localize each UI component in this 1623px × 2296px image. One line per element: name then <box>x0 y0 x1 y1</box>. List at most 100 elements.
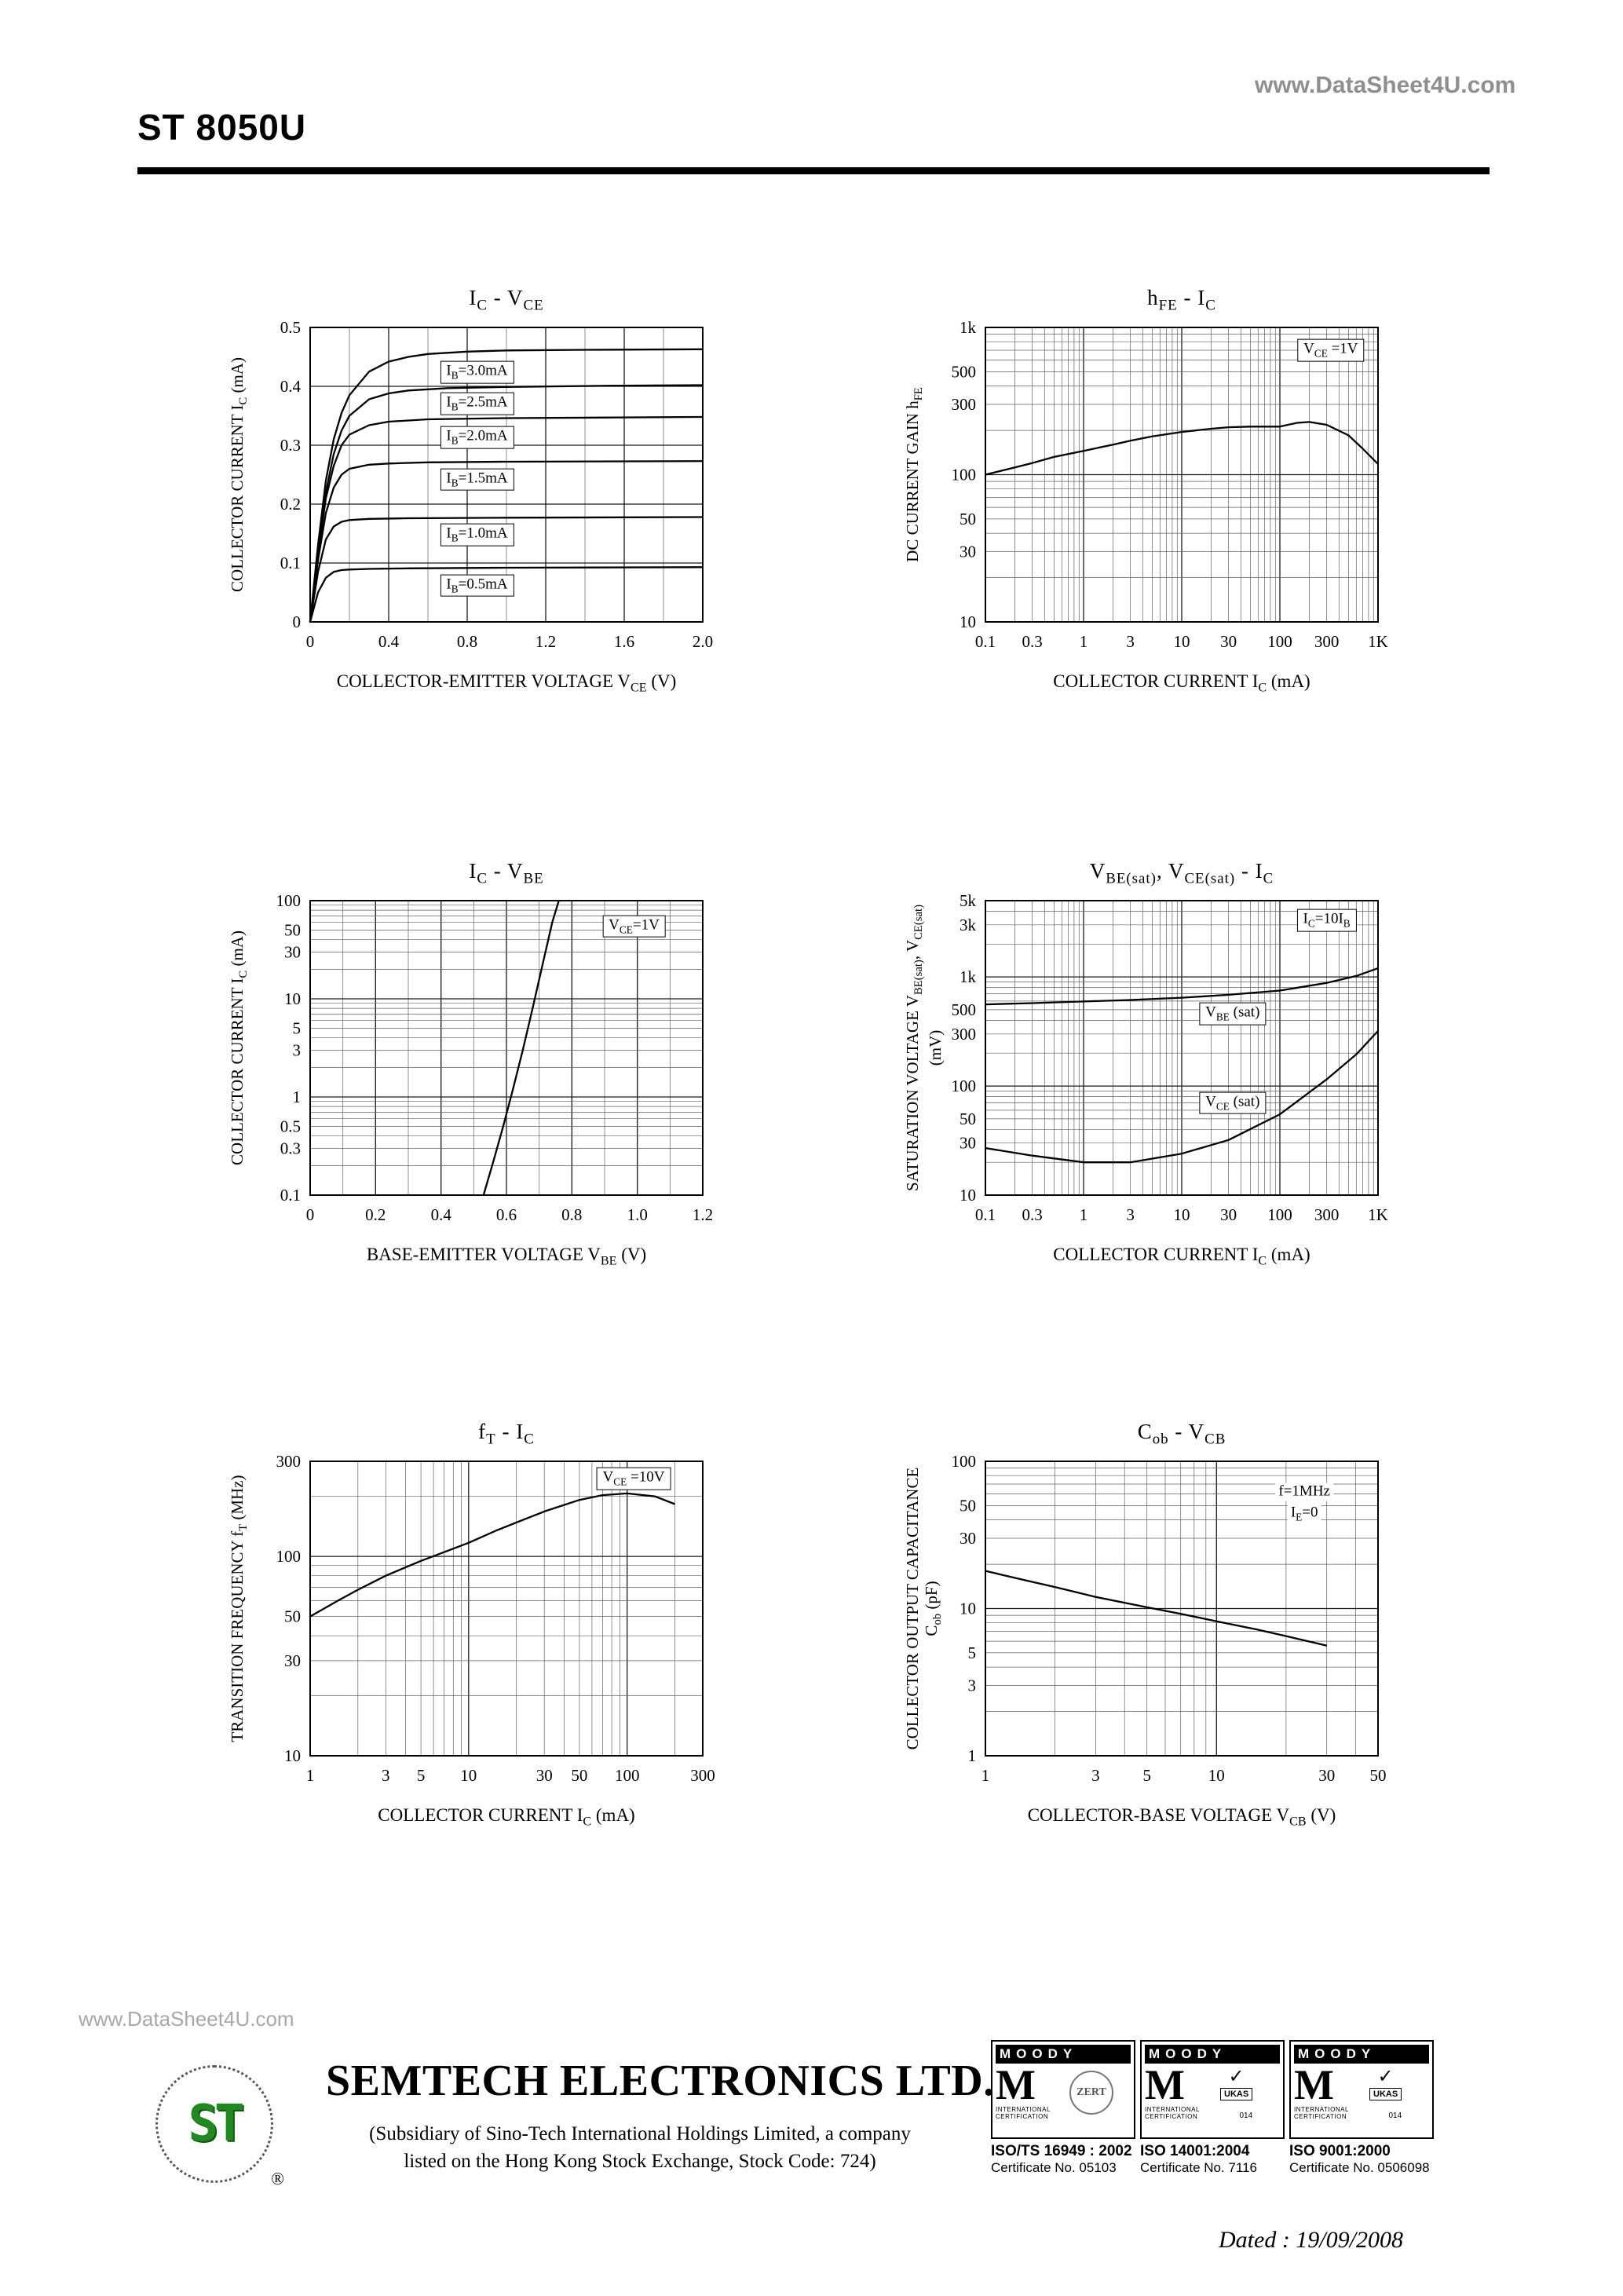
moody-subtitle: INTERNATIONAL CERTIFICATION <box>1145 2105 1200 2120</box>
y-tick-label: 50 <box>960 1110 976 1128</box>
iso-standard: ISO 14001:2004 <box>1140 2143 1250 2159</box>
y-tick-label: 0.1 <box>280 1186 301 1205</box>
iso-standard: ISO 9001:2000 <box>1289 2143 1391 2159</box>
series-curve-Cob <box>985 1570 1327 1647</box>
cert-card-iso-9001: MOODY M INTERNATIONAL CERTIFICATION ✓ UK… <box>1289 2040 1434 2176</box>
plot-frame <box>985 1461 1379 1757</box>
x-tick-label: 50 <box>1370 1766 1387 1785</box>
plot-area: 1 3 5 10 30 50 100 300 10 30 50 100 300 <box>276 1452 715 1785</box>
cert-logo-box: MOODY M INTERNATIONAL CERTIFICATION ✓ UK… <box>1140 2040 1285 2139</box>
x-axis-label: BASE-EMITTER VOLTAGE VBE (V) <box>366 1245 647 1268</box>
series-curve-IB05mA <box>309 566 704 623</box>
y-tick-label: 100 <box>952 1077 977 1095</box>
series-curve-IB10mA <box>309 516 704 623</box>
x-tick-label: 10 <box>1174 1205 1190 1224</box>
x-tick-label: 0.3 <box>1022 1205 1042 1224</box>
chart-title: fT - IC <box>478 1420 535 1448</box>
x-tick-label: 0.1 <box>975 1205 996 1224</box>
y-tick-label: 5 <box>968 1643 977 1662</box>
moody-subtitle: INTERNATIONAL CERTIFICATION <box>996 2105 1051 2120</box>
y-tick-label: 300 <box>952 395 977 414</box>
y-tick-label: 1k <box>960 967 977 986</box>
x-tick-label: 3 <box>1091 1766 1100 1785</box>
y-tick-label: 1k <box>960 318 977 337</box>
series-curve-IB15mA <box>309 460 704 623</box>
y-tick-label: 100 <box>276 1547 302 1566</box>
y-tick-label: 0.5 <box>280 318 301 337</box>
iso-standard: ISO/TS 16949 : 2002 <box>991 2143 1132 2159</box>
x-tick-label: 300 <box>1314 632 1340 651</box>
x-tick-label: 1 <box>1080 1205 1088 1224</box>
y-tick-label: 10 <box>960 1600 976 1618</box>
y-tick-label: 5k <box>960 891 977 910</box>
semtech-logo: ST ® <box>155 2065 284 2188</box>
x-tick-label: 1.6 <box>614 632 634 651</box>
y-tick-label: 100 <box>952 466 977 484</box>
x-tick-label: 300 <box>1314 1205 1340 1224</box>
chart-saturation-voltage: VBE(sat), VCE(sat) - IC SATURATION VOLTA… <box>895 850 1429 1289</box>
x-tick-label: 300 <box>690 1766 715 1785</box>
x-tick-label: 0 <box>306 1205 315 1224</box>
ukas-badge: ✓ UKAS 014 <box>1369 2067 1402 2120</box>
x-tick-label: 3 <box>382 1766 390 1785</box>
moody-monogram-icon: M <box>1145 2061 1185 2108</box>
part-number: ST 8050U <box>137 107 307 148</box>
x-tick-label: 5 <box>1142 1766 1151 1785</box>
moody-monogram-icon: M <box>1294 2061 1334 2108</box>
x-tick-label: 100 <box>1267 1205 1292 1224</box>
y-tick-label: 5 <box>293 1019 302 1038</box>
x-tick-label: 2.0 <box>693 632 713 651</box>
chart-title: hFE - IC <box>1147 286 1216 314</box>
y-tick-label: 100 <box>952 1452 977 1471</box>
y-tick-label: 3 <box>293 1040 302 1059</box>
x-tick-label: 100 <box>615 1766 640 1785</box>
certificate-number: Certificate No. 0506098 <box>1289 2160 1430 2175</box>
x-tick-label: 1 <box>1080 632 1088 651</box>
ukas-label: UKAS <box>1220 2088 1253 2100</box>
y-tick-label: 0 <box>293 612 302 631</box>
x-tick-label: 1.0 <box>627 1205 648 1224</box>
y-tick-label: 30 <box>960 543 976 561</box>
x-axis-label: COLLECTOR CURRENT IC (mA) <box>1053 1245 1310 1268</box>
x-tick-label: 3 <box>1126 632 1135 651</box>
y-tick-label: 1 <box>293 1088 302 1106</box>
chart-title: Cob - VCB <box>1137 1420 1226 1448</box>
plot-frame <box>309 327 704 623</box>
x-tick-label: 50 <box>571 1766 587 1785</box>
y-tick-label: 0.3 <box>280 436 301 455</box>
st-logo-text: ST <box>188 2095 244 2153</box>
x-tick-label: 0.8 <box>457 632 477 651</box>
x-tick-label: 0.4 <box>431 1205 452 1224</box>
cert-card-iso-ts: MOODY M INTERNATIONAL CERTIFICATION ZERT… <box>991 2040 1135 2176</box>
dated-text: Dated : 19/09/2008 <box>1219 2227 1403 2253</box>
moody-subtitle: INTERNATIONAL CERTIFICATION <box>1294 2105 1349 2120</box>
logo-circle: ST <box>155 2065 273 2183</box>
y-tick-label: 10 <box>960 612 976 631</box>
certificate-number: Certificate No. 7116 <box>1140 2160 1257 2175</box>
chart-title: IC - VBE <box>469 859 544 887</box>
y-tick-label: 0.1 <box>280 554 301 572</box>
series-curve-IB20mA <box>309 415 704 623</box>
chart-title: IC - VCE <box>469 286 544 314</box>
company-name: SEMTECH ELECTRONICS LTD. <box>326 2057 995 2105</box>
ukas-check-icon: ✓ <box>1228 2067 1245 2087</box>
x-tick-label: 1 <box>306 1766 315 1785</box>
moody-brand: MOODY <box>1145 2045 1280 2064</box>
y-tick-label: 30 <box>284 1651 301 1670</box>
x-tick-label: 30 <box>1318 1766 1335 1785</box>
subsidiary-text: (Subsidiary of Sino-Tech International H… <box>330 2120 950 2175</box>
x-tick-label: 0 <box>306 632 315 651</box>
x-axis-label: COLLECTOR-EMITTER VOLTAGE VCE (V) <box>336 671 677 695</box>
plot-area: 0.1 0.3 1 3 10 30 100 300 1K 10 30 50 100 300 500 1k 3k 5… <box>952 891 1388 1224</box>
ukas-check-icon: ✓ <box>1377 2067 1394 2087</box>
x-tick-label: 0.1 <box>975 632 996 651</box>
x-tick-label: 1K <box>1368 1205 1388 1224</box>
plot-area: 0 0.4 0.8 1.2 1.6 2.0 0 0.1 0.2 0.3 0.4 0.5 <box>280 318 713 651</box>
series-curve-fT <box>309 1492 675 1618</box>
x-tick-label: 0.4 <box>378 632 400 651</box>
series-curve-hFE <box>985 421 1379 476</box>
ukas-label: UKAS <box>1369 2088 1402 2100</box>
plot-frame <box>985 900 1379 1196</box>
y-tick-label: 0.2 <box>280 495 301 514</box>
